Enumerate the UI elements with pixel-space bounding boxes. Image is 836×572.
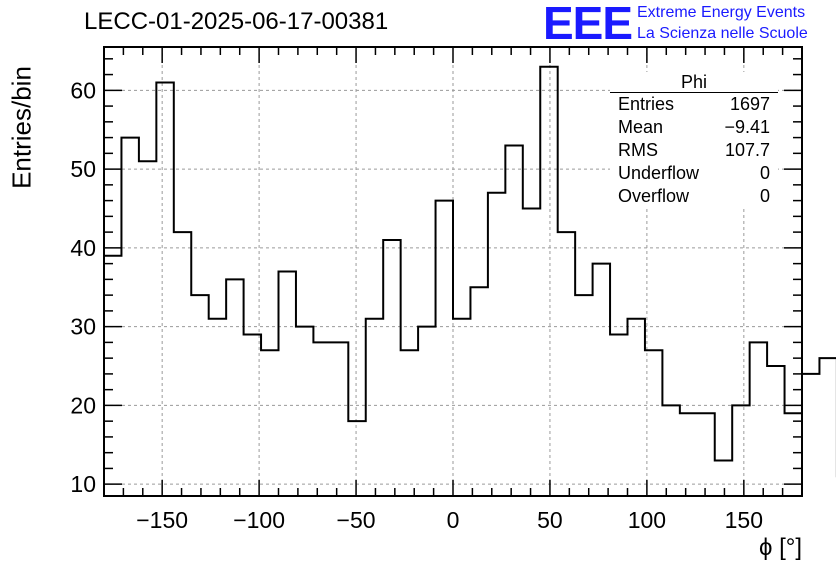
stats-label: Entries	[618, 94, 675, 114]
stats-label: Underflow	[618, 163, 700, 183]
chart-title: LECC-01-2025-06-17-00381	[84, 8, 389, 35]
y-tick-label: 20	[70, 392, 96, 418]
y-tick-label: 40	[70, 235, 96, 261]
plot-frame	[103, 46, 803, 497]
x-tick-label: 50	[537, 507, 563, 533]
x-axis-label: ϕ [°]	[758, 534, 802, 561]
tick-labels: −150 −100 −50 0 50 100 150 10 20 30 40 50 60	[70, 77, 763, 533]
stats-label: Overflow	[618, 186, 690, 206]
stats-row: Overflow 0	[610, 185, 778, 208]
stats-value: 0	[759, 163, 770, 183]
stats-box: Phi Entries 1697 Mean −9.41 RMS 107.7 Un…	[610, 72, 778, 208]
x-tick-label: 100	[628, 507, 666, 533]
stats-row: Entries 1697	[610, 93, 778, 116]
x-tick-label: 0	[447, 507, 460, 533]
x-tick-label: 150	[725, 507, 763, 533]
logo-text-line2: La Scienza nelle Scuole	[637, 25, 808, 42]
stats-label: Mean	[618, 117, 664, 137]
stats-value: 1697	[729, 94, 770, 114]
y-tick-label: 10	[70, 471, 96, 497]
stats-value: 107.7	[724, 140, 770, 160]
y-tick-label: 30	[70, 314, 96, 340]
stats-title: Phi	[610, 72, 778, 93]
stats-row: Mean −9.41	[610, 116, 778, 139]
stats-row: Underflow 0	[610, 162, 778, 185]
stats-row: RMS 107.7	[610, 139, 778, 162]
y-axis-label: Entries/bin	[6, 66, 37, 189]
stats-value: 0	[759, 186, 770, 206]
stats-label: RMS	[618, 140, 658, 160]
axis-ticks	[103, 47, 803, 496]
y-tick-label: 60	[70, 77, 96, 103]
eee-logo: EEE	[543, 0, 633, 49]
x-tick-label: −100	[233, 507, 285, 533]
x-tick-label: −150	[136, 507, 188, 533]
stats-value: −9.41	[724, 117, 770, 137]
histogram-line	[104, 65, 836, 478]
logo-text-line1: Extreme Energy Events	[637, 4, 806, 21]
y-tick-label: 50	[70, 156, 96, 182]
x-tick-label: −50	[337, 507, 376, 533]
